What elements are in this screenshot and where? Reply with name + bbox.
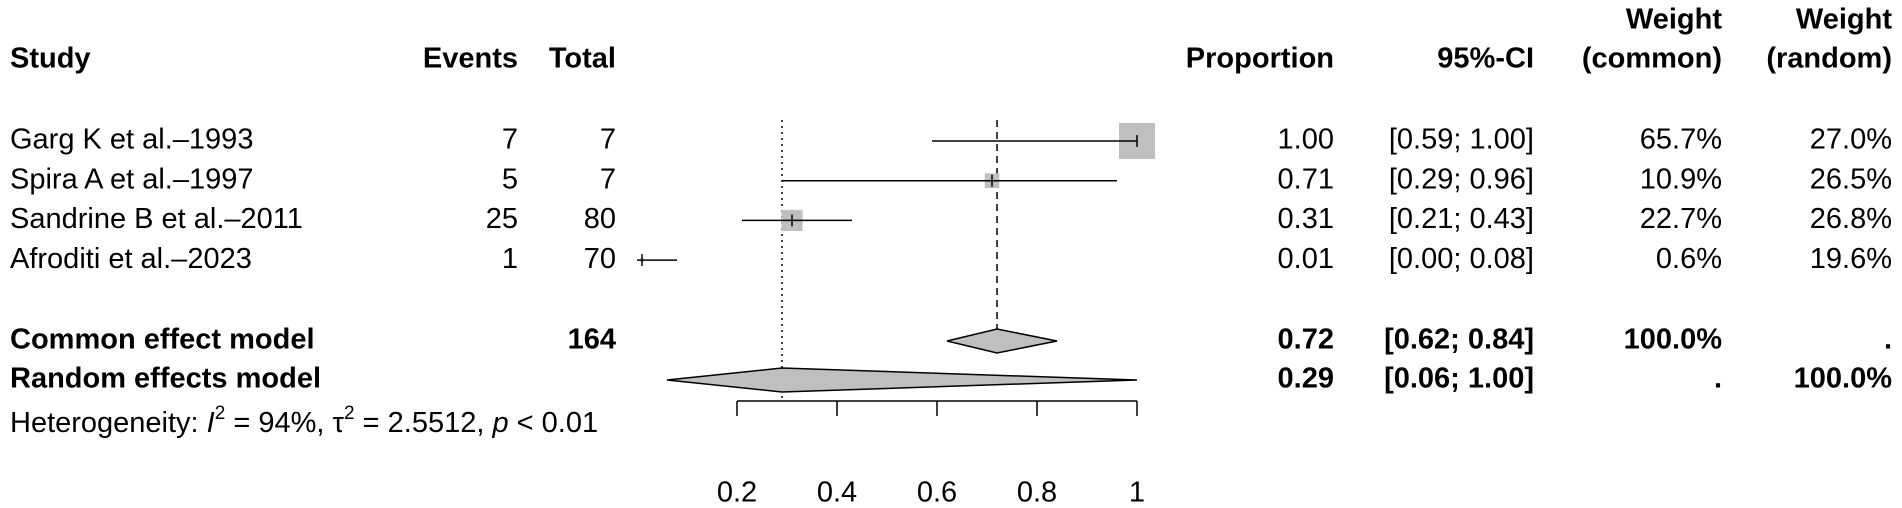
weight-common: 10.9%: [1640, 163, 1722, 195]
events: 7: [502, 124, 518, 156]
weight-common: .: [1714, 363, 1722, 395]
header: Events: [423, 43, 518, 75]
study-name: Sandrine B et al.–2011: [10, 203, 303, 235]
weight-random: 26.5%: [1810, 163, 1892, 195]
events: 1: [502, 243, 518, 275]
model-name: Random effects model: [10, 363, 321, 395]
total: 7: [600, 163, 616, 195]
weight-random: 27.0%: [1810, 124, 1892, 156]
ci: [0.29; 0.96]: [1389, 163, 1534, 195]
header: Weight: [1626, 4, 1722, 36]
summary-diamond: [666, 367, 1138, 393]
heterogeneity-part: τ: [333, 407, 345, 439]
study-name: Afroditi et al.–2023: [10, 243, 252, 275]
x-tick-label: 0.2: [717, 477, 757, 508]
weight-common: 22.7%: [1640, 203, 1722, 235]
header: (random): [1766, 43, 1892, 75]
ci: [0.00; 0.08]: [1389, 243, 1534, 275]
heterogeneity-part: = 2.5512,: [355, 407, 493, 439]
proportion: 0.31: [1278, 203, 1334, 235]
header: Weight: [1796, 4, 1892, 36]
heterogeneity-part: Heterogeneity:: [10, 407, 207, 439]
ci: [0.62; 0.84]: [1384, 324, 1534, 356]
heterogeneity-part: = 94%,: [225, 407, 332, 439]
header: (common): [1582, 43, 1722, 75]
header: Total: [549, 43, 616, 75]
weight-common: 100.0%: [1624, 324, 1723, 356]
proportion: 0.29: [1278, 363, 1334, 395]
study-name: Garg K et al.–1993: [10, 124, 253, 156]
proportion: 1.00: [1278, 124, 1334, 156]
heterogeneity-part: 2: [344, 403, 355, 424]
weight-random: 26.8%: [1810, 203, 1892, 235]
proportion: 0.01: [1278, 243, 1334, 275]
x-tick-label: 0.6: [917, 477, 957, 508]
events: 5: [502, 163, 518, 195]
x-tick-label: 0.8: [1017, 477, 1057, 508]
header: Study: [10, 43, 91, 75]
summary-diamond: [946, 328, 1058, 354]
model-name: Common effect model: [10, 324, 315, 356]
total: 70: [584, 243, 616, 275]
total: 164: [568, 324, 616, 356]
heterogeneity-part: 2: [215, 403, 226, 424]
heterogeneity-part: < 0.01: [509, 407, 599, 439]
heterogeneity-part: I: [207, 407, 215, 439]
header: 95%-CI: [1437, 43, 1534, 75]
heterogeneity-part: p: [491, 407, 508, 439]
heterogeneity: Heterogeneity: I2 = 94%, τ2 = 2.5512, p …: [10, 403, 598, 439]
total: 80: [584, 203, 616, 235]
x-tick-label: 0.4: [817, 477, 857, 508]
ci: [0.59; 1.00]: [1389, 124, 1534, 156]
events: 25: [486, 203, 518, 235]
proportion: 0.72: [1278, 324, 1334, 356]
weight-common: 0.6%: [1656, 243, 1722, 275]
x-tick-label: 1: [1129, 477, 1145, 508]
ci: [0.06; 1.00]: [1384, 363, 1534, 395]
weight-random: 100.0%: [1794, 363, 1893, 395]
study-name: Spira A et al.–1997: [10, 163, 253, 195]
header: Proportion: [1186, 43, 1334, 75]
total: 7: [600, 124, 616, 156]
proportion: 0.71: [1278, 163, 1334, 195]
weight-random: 19.6%: [1810, 243, 1892, 275]
ci: [0.21; 0.43]: [1389, 203, 1534, 235]
weight-random: .: [1884, 324, 1892, 356]
weight-common: 65.7%: [1640, 124, 1722, 156]
